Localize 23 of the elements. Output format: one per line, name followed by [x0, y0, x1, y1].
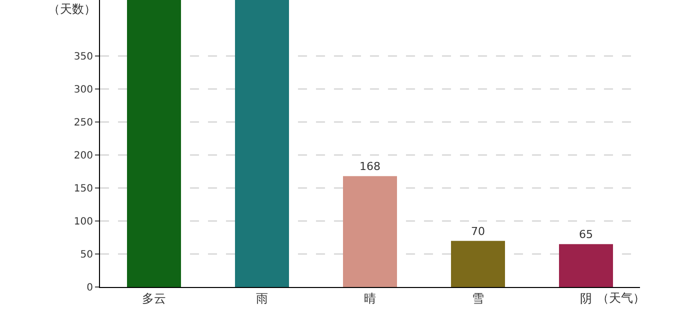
- y-tick-label: 0: [86, 282, 93, 294]
- y-tick-label: 150: [74, 184, 93, 195]
- data-label: 65: [579, 228, 593, 242]
- y-tick-label: 200: [74, 150, 93, 162]
- bar: [235, 0, 289, 287]
- bar: [127, 0, 181, 287]
- x-axis-title: （天气）: [597, 291, 645, 305]
- data-label: 70: [471, 224, 485, 238]
- bar: [343, 176, 397, 287]
- y-tick-label: 50: [80, 250, 93, 261]
- y-tick-label: 100: [74, 216, 93, 228]
- x-tick-label: 雨: [256, 291, 268, 306]
- x-tick-label: 阴: [580, 291, 592, 306]
- bar: [451, 240, 505, 287]
- x-tick-label: 晴: [364, 291, 376, 306]
- y-tick-label: 300: [74, 84, 93, 96]
- y-tick-label: 250: [74, 118, 93, 129]
- x-tick-label: 雪: [472, 291, 484, 306]
- bar: [559, 244, 613, 287]
- y-axis-title: （天数）: [48, 2, 96, 16]
- data-label: 168: [360, 160, 380, 174]
- x-tick-label: 多云: [142, 291, 166, 306]
- y-tick-label: 350: [74, 52, 93, 63]
